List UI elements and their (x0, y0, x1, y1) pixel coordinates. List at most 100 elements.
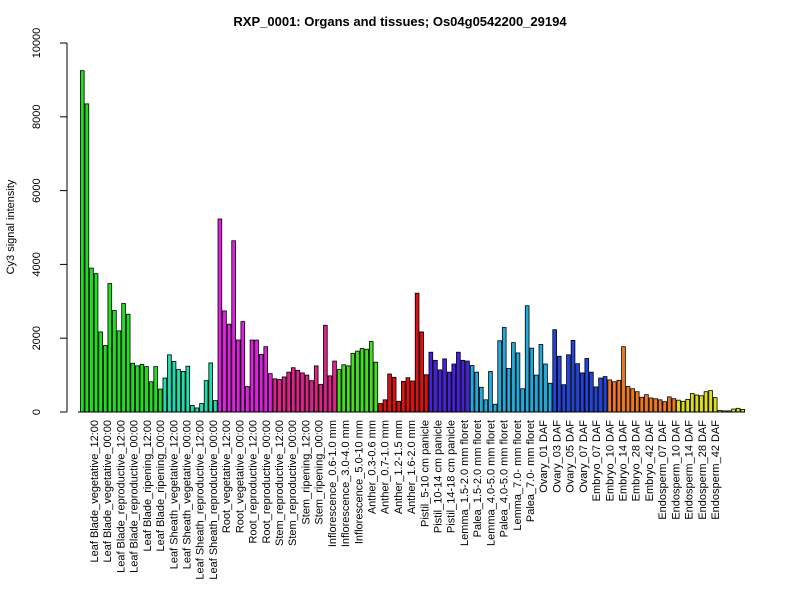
x-tick-label: Leaf Sheath_reproductive_00:00 (208, 420, 220, 580)
bar (423, 374, 429, 413)
bar (515, 352, 521, 413)
bar (171, 361, 177, 413)
bar (511, 342, 516, 413)
bar (621, 346, 626, 413)
bars (78, 70, 745, 413)
x-tick-label: Root_reproductive_12:00 (248, 420, 260, 544)
bar (575, 363, 580, 413)
bar (657, 399, 663, 413)
bar (144, 366, 149, 413)
bar (199, 403, 204, 413)
bar (589, 371, 594, 413)
bar (529, 347, 535, 413)
x-tick-label: Leaf Blade_reproductive_12:00 (115, 420, 127, 573)
bar (506, 368, 512, 413)
x-tick-label: Leaf Sheath_reproductive_12:00 (195, 420, 207, 580)
bar (414, 292, 420, 413)
x-tick-label: Leaf Blade_vegetative_00:00 (102, 420, 114, 563)
x-tick-label: Embryo_42 DAF (644, 420, 656, 502)
bar (176, 369, 181, 413)
bar (561, 384, 567, 413)
x-tick-label: Stem_reproductive_00:00 (287, 420, 299, 546)
bar (235, 339, 241, 413)
bar (694, 394, 700, 413)
x-tick-label: Embryo_10 DAF (604, 420, 616, 502)
bar (584, 358, 590, 413)
bar (653, 398, 658, 413)
bar (442, 358, 447, 413)
bar (524, 305, 530, 413)
bar (125, 313, 131, 413)
bar (116, 330, 122, 413)
bar (419, 331, 424, 413)
bar (300, 372, 305, 413)
x-tick-label: Pistil_10-14 cm panicle (433, 420, 445, 533)
bar (566, 354, 571, 413)
bar (226, 323, 232, 413)
x-tick-label: Lemma_4.0-5.0 mm floret (485, 420, 497, 546)
x-tick-label: Stem_reproductive_12:00 (274, 420, 286, 546)
bar (401, 380, 406, 413)
x-tick-label: Palea_4.0-5.0 mm floret (499, 420, 511, 537)
bar (451, 363, 457, 413)
bar (465, 360, 470, 413)
y-axis-label: Cy3 signal intensity (5, 179, 17, 274)
bar (355, 350, 360, 413)
bar (180, 371, 186, 413)
bar (552, 329, 557, 413)
x-tick-label: Pistil_5-10 cm panicle (419, 420, 431, 527)
bar (460, 359, 466, 413)
x-tick-label: Palea_7.0- mm floret (525, 420, 537, 522)
x-tick-label: Pistil_14-18 cm panicle (446, 420, 458, 533)
x-tick-label: Anther_0.3-0.6 mm (366, 420, 378, 514)
bar (685, 399, 690, 413)
x-tick-label: Leaf Sheath_vegetative_12:00 (168, 420, 180, 569)
bar (671, 398, 677, 413)
y-tick-label: 0 (31, 409, 43, 415)
x-tick-label: Anther_1.6-2.0 mm (406, 420, 418, 514)
bar (712, 397, 718, 413)
bar (607, 379, 612, 413)
bar (634, 391, 640, 413)
bar (323, 324, 328, 413)
y-tick-label: 6000 (31, 178, 43, 202)
bar (290, 367, 296, 413)
x-tick-label: Endosperm_07 DAF (657, 420, 669, 520)
bar (254, 339, 259, 413)
bar (258, 354, 264, 413)
x-tick-label: Leaf Blade_vegetative_12:00 (89, 420, 101, 563)
bar (135, 365, 140, 413)
bar (277, 379, 282, 413)
x-tick-label: Inflorescence_5.0-10 mm (353, 420, 365, 544)
bar (313, 365, 319, 413)
bar (667, 396, 672, 413)
bar (680, 400, 686, 413)
bar (488, 371, 493, 413)
bar (268, 373, 273, 413)
x-tick-label: Anther_1.2-1.5 mm (393, 420, 405, 514)
x-tick-label: Lemma_7.0- mm floret (512, 420, 524, 531)
bar (630, 388, 635, 413)
bar (648, 397, 654, 413)
bar (231, 240, 236, 413)
x-tick-label: Endosperm_10 DAF (670, 420, 682, 520)
bar (89, 267, 94, 413)
bar (391, 376, 397, 413)
bar (139, 363, 145, 413)
bar (98, 331, 103, 413)
x-tick-label: Leaf Blade_reproductive_00:00 (129, 420, 141, 573)
bar (492, 403, 498, 413)
bar (130, 362, 136, 413)
bar (625, 386, 631, 413)
bar (249, 339, 255, 413)
x-tick-label: Inflorescence_3.0-4.0 mm (340, 420, 352, 547)
x-tick-label: Endosperm_14 DAF (684, 420, 696, 520)
bar (534, 374, 539, 413)
bar (304, 374, 310, 413)
x-tick-label: Stem_ripening_12:00 (300, 420, 312, 525)
bar (483, 399, 489, 413)
x-tick-label: Leaf Blade_ripening_00:00 (155, 420, 167, 552)
bar (520, 388, 525, 413)
x-tick-label: Leaf Blade_ripening_12:00 (142, 420, 154, 552)
